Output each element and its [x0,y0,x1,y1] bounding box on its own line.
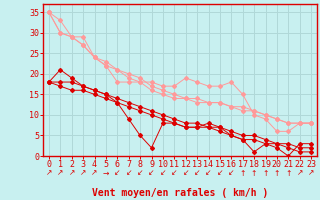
Text: ↑: ↑ [262,168,269,178]
Text: ↗: ↗ [57,168,63,178]
Text: ↙: ↙ [137,168,143,178]
Text: ↙: ↙ [148,168,155,178]
Text: ↑: ↑ [285,168,292,178]
Text: Vent moyen/en rafales ( km/h ): Vent moyen/en rafales ( km/h ) [92,188,268,198]
Text: ↙: ↙ [217,168,223,178]
Text: ↗: ↗ [91,168,98,178]
Text: ↑: ↑ [239,168,246,178]
Text: ↗: ↗ [68,168,75,178]
Text: ↙: ↙ [182,168,189,178]
Text: ↑: ↑ [251,168,257,178]
Text: ↙: ↙ [228,168,235,178]
Text: ↗: ↗ [46,168,52,178]
Text: ↙: ↙ [171,168,178,178]
Text: ↗: ↗ [80,168,86,178]
Text: ↑: ↑ [274,168,280,178]
Text: ↙: ↙ [114,168,121,178]
Text: →: → [103,168,109,178]
Text: ↙: ↙ [160,168,166,178]
Text: ↗: ↗ [308,168,314,178]
Text: ↙: ↙ [205,168,212,178]
Text: ↙: ↙ [125,168,132,178]
Text: ↙: ↙ [194,168,200,178]
Text: ↗: ↗ [297,168,303,178]
